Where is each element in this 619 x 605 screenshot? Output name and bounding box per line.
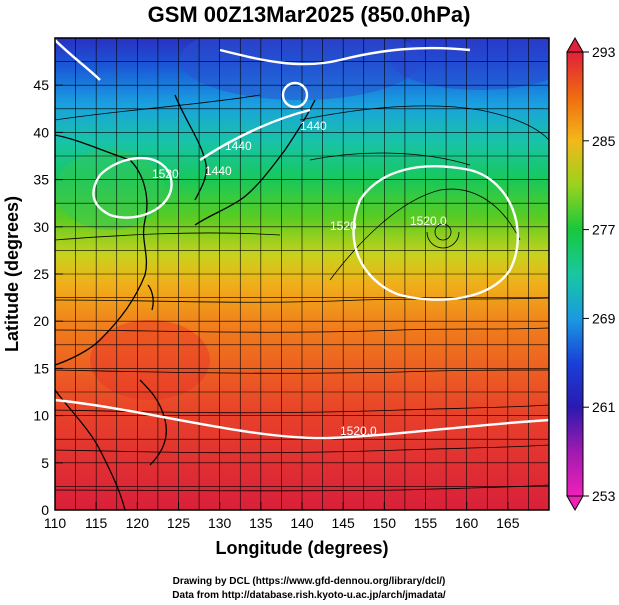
coast-indochina xyxy=(55,389,126,510)
colorbar-tick-label: 253 xyxy=(592,488,616,504)
streamline-vortex xyxy=(426,223,460,249)
coast-japan xyxy=(194,99,316,226)
y-tick-label: 25 xyxy=(33,266,49,282)
coast-korea xyxy=(174,94,207,201)
x-tick-label: 145 xyxy=(331,515,355,531)
contours xyxy=(55,39,549,440)
coast-taiwan xyxy=(147,284,154,311)
streamline xyxy=(55,232,281,241)
streamline xyxy=(55,369,549,374)
y-tick-label: 35 xyxy=(33,172,49,188)
contour-label: 1440 xyxy=(300,119,327,133)
streamline xyxy=(55,297,549,303)
y-tick-label: 0 xyxy=(41,502,49,518)
y-axis-label: Latitude (degrees) xyxy=(2,196,22,352)
streamline xyxy=(55,444,549,454)
cold-anomaly-north xyxy=(180,38,420,100)
streamlines xyxy=(55,94,549,492)
colorbar-tick-label: 285 xyxy=(592,133,616,149)
contour-1440 xyxy=(199,108,311,161)
colorbar-tick-label: 269 xyxy=(592,310,616,326)
cold-anomaly-northeast xyxy=(390,38,549,90)
y-tick-label: 45 xyxy=(33,77,49,93)
contour-label: 1440 xyxy=(205,164,232,178)
contour-northwest xyxy=(55,39,101,81)
x-tick-label: 165 xyxy=(496,515,520,531)
x-axis-ticks: 110 115 120 125 130 135 140 145 150 155 160 165 xyxy=(44,502,520,531)
contour-label: 1520.0 xyxy=(340,424,377,438)
x-tick-label: 155 xyxy=(414,515,438,531)
coastlines xyxy=(55,94,316,510)
x-tick-label: 115 xyxy=(85,515,108,531)
streamline xyxy=(55,484,549,492)
contour-label: 1520 xyxy=(330,219,357,233)
contour-north-ridge xyxy=(219,46,471,66)
colorbar-max-arrow xyxy=(566,36,584,53)
colorbar-scale xyxy=(566,51,584,497)
x-tick-label: 140 xyxy=(290,515,314,531)
credit-drawing: Drawing by DCL (https://www.gfd-dennou.o… xyxy=(173,576,446,587)
colorbar-tick-label: 277 xyxy=(592,222,616,238)
colorbar-ticks: 293 285 277 269 261 253 xyxy=(583,44,616,504)
credit-data: Data from http://database.rish.kyoto-u.a… xyxy=(172,590,446,601)
contour-label: 1440 xyxy=(225,139,252,153)
coast-philippines xyxy=(139,379,167,466)
y-tick-label: 30 xyxy=(33,219,49,235)
x-tick-label: 150 xyxy=(373,515,397,531)
contour-high-east xyxy=(352,165,520,301)
colorbar-min-arrow xyxy=(566,495,584,512)
y-tick-label: 5 xyxy=(41,455,49,471)
colorbar: 293 285 277 269 261 253 xyxy=(566,36,616,512)
streamline xyxy=(309,152,471,166)
contour-low-north xyxy=(281,81,309,109)
streamline xyxy=(55,94,261,121)
contour-labels: 1520 1440 1440 1520.0 1520.0 1440 1520 xyxy=(152,119,447,438)
contour-label: 1520.0 xyxy=(410,214,447,228)
plot-field: 1520 1440 1440 1520.0 1520.0 1440 1520 xyxy=(55,38,549,510)
y-tick-label: 40 xyxy=(33,124,49,140)
x-axis-label: Longitude (degrees) xyxy=(215,538,388,558)
coast-china xyxy=(55,134,148,366)
y-tick-label: 15 xyxy=(33,360,49,376)
warm-region-luzon xyxy=(90,320,210,400)
x-tick-label: 130 xyxy=(208,515,232,531)
y-tick-label: 10 xyxy=(33,408,49,424)
x-tick-label: 160 xyxy=(455,515,479,531)
y-axis-ticks: 0 5 10 15 20 25 30 35 40 45 xyxy=(33,77,63,518)
x-tick-label: 125 xyxy=(167,515,191,531)
streamline xyxy=(329,188,521,281)
streamline xyxy=(55,327,549,333)
x-tick-label: 110 xyxy=(44,515,67,531)
contour-label: 1520 xyxy=(152,167,179,181)
colorbar-tick-label: 293 xyxy=(592,44,616,60)
contour-1520-south xyxy=(55,398,549,440)
x-tick-label: 135 xyxy=(249,515,273,531)
x-tick-label: 120 xyxy=(126,515,150,531)
y-tick-label: 20 xyxy=(33,313,49,329)
colorbar-tick-label: 261 xyxy=(592,399,616,415)
chart-title: GSM 00Z13Mar2025 (850.0hPa) xyxy=(148,2,471,27)
warm-anomaly-west xyxy=(55,150,165,230)
streamline xyxy=(299,105,549,141)
contour-1520-west xyxy=(92,156,173,219)
